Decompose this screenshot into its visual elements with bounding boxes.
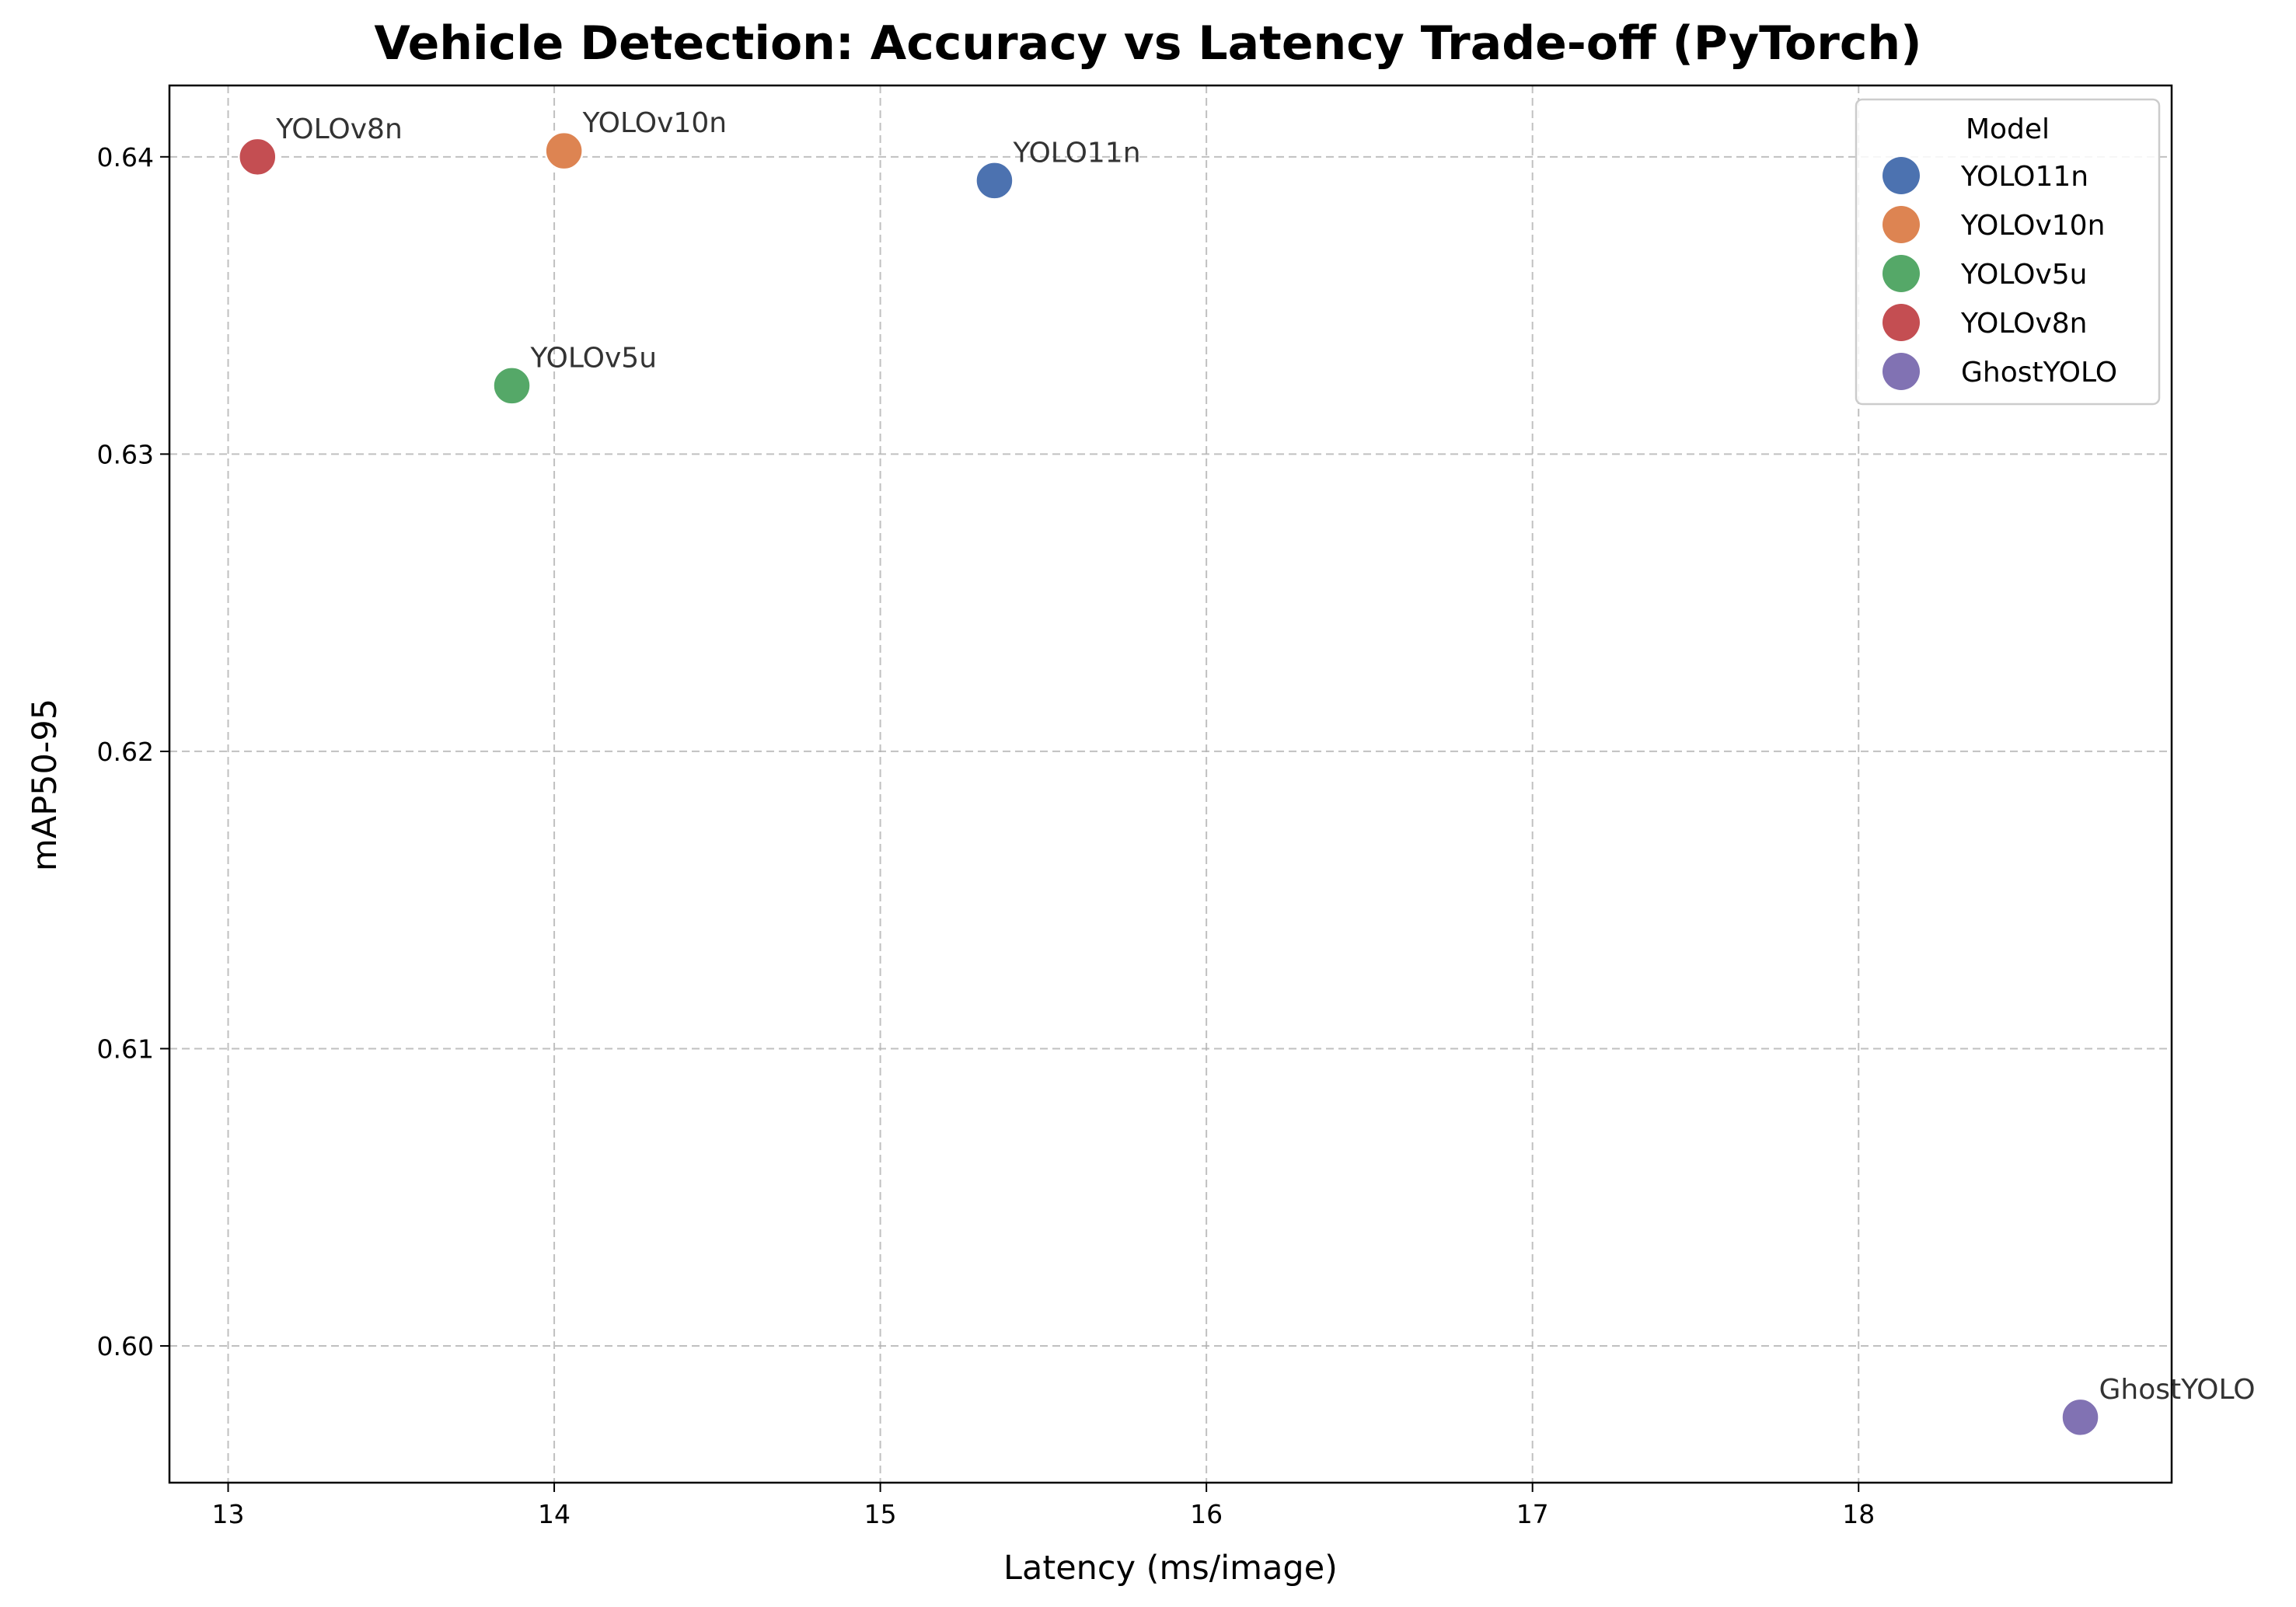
x-tick-label: 18 [1842,1499,1875,1529]
x-tick-label: 14 [538,1499,571,1529]
y-tick-label: 0.63 [97,439,154,469]
legend-box [1855,98,2161,406]
chart-title: Vehicle Detection: Accuracy vs Latency T… [374,16,1921,71]
legend-marker-yolov5u [1883,255,1920,292]
legend-title: Model [1966,113,2050,145]
y-tick-label: 0.62 [97,737,154,767]
legend-marker-yolo11n [1883,157,1920,194]
y-axis-label: mAP50-95 [26,699,65,871]
data-point-ghostyolo [2060,1397,2100,1438]
x-tick-label: 16 [1190,1499,1223,1529]
x-axis-ticks: 13 14 15 16 17 18 [212,1483,1875,1529]
legend-marker-yolov10n [1883,206,1920,243]
legend-label-yolov5u: YOLOv5u [1960,259,2088,291]
x-tick-label: 15 [864,1499,897,1529]
legend-marker-yolov8n [1883,304,1920,341]
point-label-yolo11n: YOLO11n [1012,137,1140,169]
y-tick-label: 0.64 [97,142,154,173]
data-point-yolov5u [492,366,532,406]
x-tick-label: 17 [1516,1499,1549,1529]
legend-entries: YOLO11n YOLOv10n YOLOv5u YOLOv8n GhostYOLO [1883,157,2117,390]
legend-label-yolov8n: YOLOv8n [1960,308,2088,340]
y-tick-label: 0.61 [97,1034,154,1064]
x-tick-label: 13 [212,1499,245,1529]
legend-marker-ghostyolo [1883,353,1920,390]
x-axis-label: Latency (ms/image) [1003,1549,1338,1588]
data-point-yolov8n [238,137,277,177]
grid [169,85,2172,1483]
legend-label-yolo11n: YOLO11n [1960,161,2088,193]
legend-label-ghostyolo: GhostYOLO [1961,357,2117,389]
legend-label-yolov10n: YOLOv10n [1960,210,2105,242]
point-label-yolov8n: YOLOv8n [275,113,402,145]
y-tick-label: 0.60 [97,1331,154,1361]
point-label-yolov10n: YOLOv10n [582,107,727,139]
point-label-yolov5u: YOLOv5u [530,342,658,374]
plot-frame [168,84,2173,1484]
data-point-yolov10n [544,131,584,171]
scatter-points [238,131,2100,1438]
data-point-yolo11n [975,161,1014,200]
point-labels: YOLO11n YOLOv10n YOLOv5u YOLOv8n GhostYOLO [275,107,2255,1406]
y-axis-ticks: 0.60 0.61 0.62 0.63 0.64 [97,142,169,1361]
point-label-ghostyolo: GhostYOLO [2099,1374,2256,1406]
legend: Model YOLO11n YOLOv10n YOLOv5u YOLOv8n Ghost… [1855,98,2161,406]
